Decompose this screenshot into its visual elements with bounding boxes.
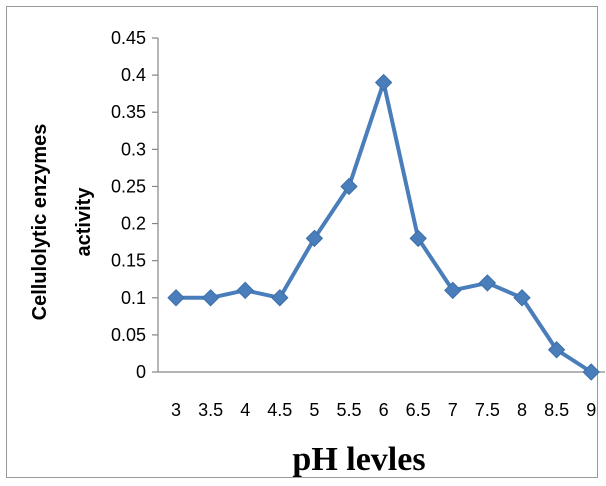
data-point-marker bbox=[582, 363, 600, 381]
y-tick-label: 0.05 bbox=[111, 325, 146, 345]
y-tick-label: 0.35 bbox=[111, 102, 146, 122]
y-tick-label: 0.45 bbox=[111, 28, 146, 48]
y-tick-label: 0.2 bbox=[121, 214, 146, 234]
x-tick-label: 4 bbox=[240, 400, 250, 420]
data-point-marker bbox=[167, 289, 185, 307]
x-ticks: 3 3.5 4 4.5 5 5.5 6 6.5 7 7.5 8 8.5 9 bbox=[171, 400, 596, 420]
y-tick-label: 0.25 bbox=[111, 176, 146, 196]
x-tick-label: 8 bbox=[517, 400, 527, 420]
axes bbox=[157, 38, 605, 373]
data-point-marker bbox=[513, 289, 531, 307]
x-tick-label: 3 bbox=[171, 400, 181, 420]
x-tick-label: 6 bbox=[379, 400, 389, 420]
data-point-marker bbox=[201, 289, 220, 307]
x-tick-label: 3.5 bbox=[198, 400, 223, 420]
y-tick-label: 0.15 bbox=[111, 251, 146, 271]
data-point-marker bbox=[374, 73, 393, 92]
x-tick-label: 4.5 bbox=[267, 400, 292, 420]
chart-frame bbox=[6, 6, 598, 478]
x-tick-label: 5.5 bbox=[336, 400, 361, 420]
x-tick-label: 8.5 bbox=[544, 400, 569, 420]
data-point-marker bbox=[236, 281, 254, 300]
x-tick-label: 6.5 bbox=[406, 400, 431, 420]
data-point-marker bbox=[444, 281, 462, 300]
y-ticks: 0 0.05 0.1 0.15 0.2 0.25 0.3 0.35 0.4 0.45 bbox=[111, 28, 158, 382]
x-tick-label: 5 bbox=[309, 400, 319, 420]
series-polyline bbox=[174, 80, 594, 374]
x-tick-label: 7 bbox=[448, 400, 458, 420]
data-point-marker bbox=[305, 229, 324, 248]
data-point-marker bbox=[547, 341, 566, 359]
y-axis-label-line-1: Cellulolytic enzymes bbox=[29, 124, 51, 321]
y-tick-label: 0.1 bbox=[121, 288, 146, 308]
data-point-marker bbox=[271, 289, 289, 307]
data-point-marker bbox=[409, 229, 427, 248]
x-tick-label: 9 bbox=[586, 400, 596, 420]
x-tick-label: 7.5 bbox=[475, 400, 500, 420]
y-tick-label: 0.3 bbox=[121, 139, 146, 159]
data-point-marker bbox=[340, 177, 358, 196]
x-axis-title: pH levles bbox=[292, 441, 425, 478]
y-tick-label: 0.4 bbox=[121, 65, 146, 85]
y-axis-title: Cellulolytic enzymes activity bbox=[29, 124, 95, 321]
y-tick-label: 0 bbox=[136, 362, 146, 382]
y-axis-label-line-2: activity bbox=[73, 187, 95, 257]
series-line bbox=[167, 73, 600, 381]
data-point-marker bbox=[478, 274, 497, 292]
